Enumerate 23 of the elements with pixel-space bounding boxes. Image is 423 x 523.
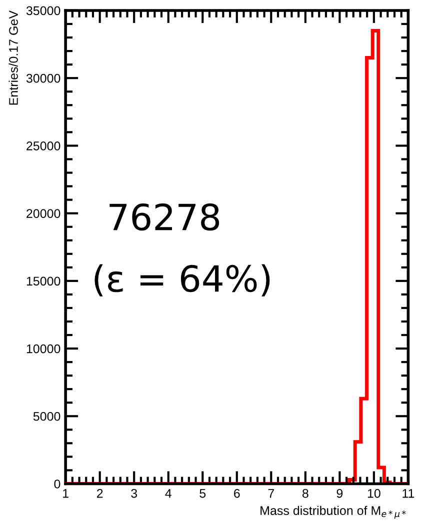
y-tick-label: 0 (54, 480, 60, 488)
y-tick-label: 25000 (26, 141, 60, 150)
y-tick-label: 15000 (26, 276, 60, 286)
y-tick-label: 30000 (26, 74, 60, 83)
annotation: 76278 (110, 203, 220, 231)
annotation: (ε = 64%) (94, 264, 270, 296)
x-tick-label: 5 (200, 489, 206, 498)
x-tick-label: 6 (234, 488, 240, 498)
x-tick-label: 3 (131, 488, 138, 498)
x-tick-label: 10 (368, 488, 380, 498)
x-tick-label: 8 (302, 488, 308, 498)
y-tick-label: 20000 (26, 209, 60, 218)
x-tick-label: 2 (96, 488, 103, 498)
x-tick-label: 1 (63, 489, 68, 498)
x-tick-label: 9 (336, 488, 343, 498)
y-tick-label: 10000 (26, 344, 60, 354)
x-axis-title: Mass distribution of M$_{e*μ*}$ (260, 506, 406, 519)
y-tick-label: 35000 (26, 6, 60, 16)
x-tick-label: 4 (165, 489, 172, 498)
x-tick-label: 11 (402, 489, 414, 498)
x-tick-label: 7 (268, 489, 274, 498)
y-axis-title: Entries/0.17 GeV (8, 10, 18, 105)
y-tick-label: 5000 (33, 412, 60, 421)
